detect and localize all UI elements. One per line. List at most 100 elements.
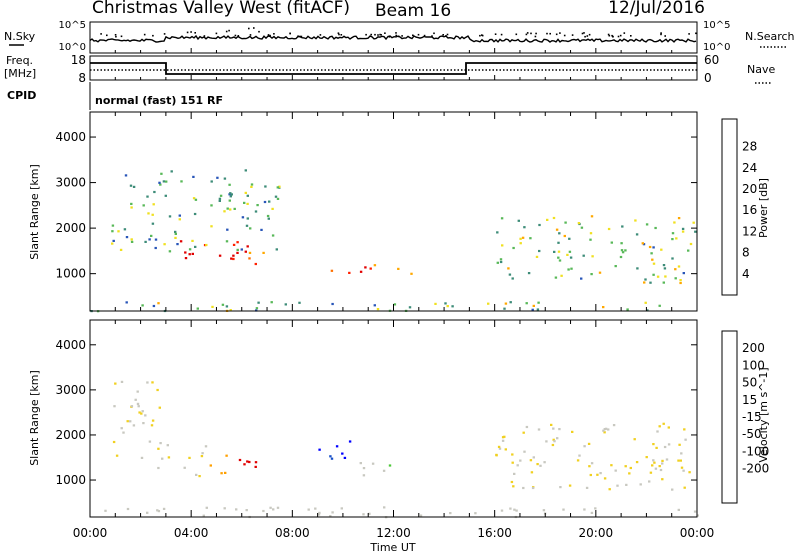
- nave-label: Nave: [747, 63, 775, 76]
- echo-cell-7: [272, 508, 275, 511]
- echo-cell-7: [362, 513, 365, 516]
- echo-cell-5: [558, 232, 561, 235]
- echo-cell-5: [496, 261, 499, 264]
- echo-cell-4: [218, 197, 222, 200]
- colorbar-tick-label: -200: [742, 462, 769, 476]
- nsky-dot: [143, 33, 146, 36]
- echo-cell-5: [557, 256, 560, 259]
- colorbar-tick-label: 28: [742, 140, 757, 154]
- echo-cell-0: [232, 254, 235, 257]
- echo-cell-6: [196, 307, 199, 310]
- echo-cell-5: [635, 233, 639, 236]
- echo-cell-5: [656, 275, 660, 278]
- echo-cell-6: [644, 301, 647, 304]
- echo-cell-5: [679, 279, 682, 282]
- echo-cell-6: [229, 309, 232, 312]
- echo-cell-6: [596, 473, 599, 476]
- echo-cell-4: [268, 200, 271, 203]
- echo-cell-4: [266, 214, 270, 218]
- echo-cell-7: [262, 509, 265, 513]
- nsky-dot: [273, 33, 275, 35]
- echo-cell-6: [487, 302, 490, 305]
- echo-cell-4: [144, 240, 147, 243]
- nsky-dot: [194, 32, 196, 34]
- echo-cell-6: [522, 486, 525, 490]
- nsearch-label: N.Search: [745, 30, 795, 43]
- echo-cell-6: [536, 463, 539, 466]
- echo-cell-6: [678, 443, 681, 446]
- echo-cell-6: [656, 430, 659, 433]
- echo-cell-5: [589, 232, 593, 235]
- echo-cell-2: [330, 269, 334, 272]
- time-tick-label: 04:00: [174, 526, 209, 540]
- nsky-dot: [555, 33, 558, 36]
- echo-cell-6: [444, 302, 447, 305]
- nsky-dot: [586, 35, 589, 37]
- echo-cell-6: [671, 488, 674, 491]
- echo-cell-6: [590, 462, 594, 465]
- echo-cell-4: [276, 186, 279, 189]
- echo-cell-6: [504, 448, 507, 451]
- echo-cell-5: [580, 226, 584, 229]
- echo-cell-5: [564, 221, 567, 224]
- echo-cell-6: [498, 447, 502, 450]
- echo-cell-5: [120, 427, 123, 430]
- echo-cell-7: [314, 507, 317, 510]
- colorbar-tick-label: 20: [742, 182, 757, 196]
- echo-cell-5: [557, 241, 560, 244]
- echo-cell-5: [527, 272, 531, 275]
- echo-cell-5: [568, 237, 571, 240]
- nsky-dot: [559, 32, 561, 34]
- echo-cell-6: [616, 484, 619, 487]
- echo-cell-0: [243, 463, 246, 466]
- echo-cell-3: [410, 272, 413, 275]
- echo-cell-4: [146, 195, 149, 198]
- nsky-dot: [379, 33, 381, 36]
- nsky-dot: [397, 35, 400, 38]
- echo-cell-5: [648, 245, 652, 249]
- echo-cell-6: [556, 437, 559, 440]
- echo-cell-5: [641, 242, 644, 245]
- echo-cell-5: [660, 248, 663, 251]
- echo-cell-4: [229, 192, 232, 195]
- echo-cell-7: [307, 508, 310, 511]
- echo-cell-2: [364, 266, 367, 269]
- echo-cell-4: [204, 445, 208, 448]
- echo-cell-7: [583, 508, 586, 511]
- echo-cell-4: [161, 457, 164, 460]
- power-y-axis-label: Slant Range [km]: [28, 164, 41, 260]
- echo-cell-4: [178, 218, 181, 221]
- echo-cell-6: [645, 456, 648, 459]
- echo-cell-5: [137, 405, 140, 408]
- echo-cell-4: [276, 197, 280, 200]
- echo-cell-6: [659, 468, 663, 472]
- echo-cell-5: [553, 250, 556, 253]
- echo-cell-5: [499, 258, 503, 261]
- colorbar-tick-label: 16: [742, 203, 757, 217]
- echo-cell-4: [278, 185, 281, 188]
- echo-cell-4: [200, 455, 204, 458]
- echo-cell-6: [516, 464, 519, 467]
- nsky-dot: [186, 31, 189, 34]
- echo-cell-6: [661, 462, 664, 465]
- nsky-dot: [115, 35, 117, 38]
- echo-cell-6: [552, 438, 555, 441]
- nsky-dot: [338, 33, 340, 36]
- nsky-dot: [258, 30, 260, 33]
- echo-cell-6: [550, 423, 553, 426]
- echo-cell-4: [166, 444, 169, 447]
- echo-cell-5: [517, 219, 520, 222]
- echo-cell-4: [183, 466, 186, 469]
- echo-cell-5: [577, 222, 581, 225]
- echo-cell-4: [250, 183, 254, 186]
- nsky-dot: [549, 32, 551, 35]
- colorbar-tick-label: 4: [742, 267, 750, 281]
- echo-cell-4: [194, 245, 197, 248]
- freq-label-1: Freq.: [6, 54, 33, 67]
- echo-cell-4: [180, 180, 183, 183]
- echo-cell-1: [224, 471, 227, 474]
- echo-cell-6: [625, 483, 628, 486]
- echo-cell-7: [162, 507, 166, 510]
- echo-cell-5: [563, 234, 566, 238]
